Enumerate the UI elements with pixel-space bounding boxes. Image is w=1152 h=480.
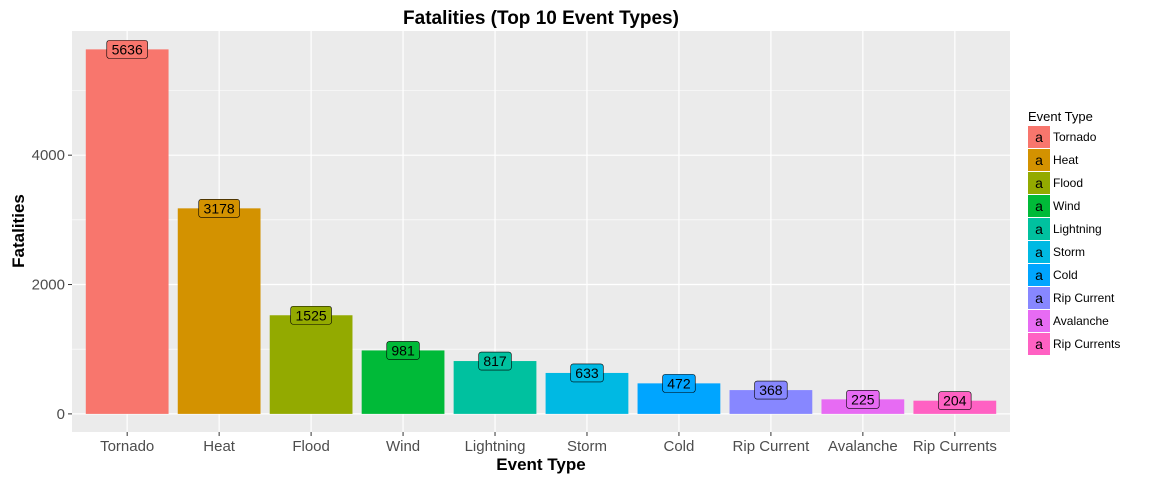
bar (361, 350, 445, 414)
data-label-box (662, 374, 696, 393)
bar (85, 49, 169, 414)
y-axis-title: Fatalities (9, 194, 28, 268)
legend-key (1028, 310, 1050, 332)
bar (729, 390, 813, 414)
legend-label: Cold (1053, 268, 1078, 282)
data-label-box (938, 391, 972, 410)
bar (177, 208, 261, 414)
bars (85, 49, 997, 414)
legend-key-glyph: a (1035, 336, 1043, 352)
legend-key (1028, 241, 1050, 263)
data-label-box (386, 341, 420, 360)
legend-label: Rip Current (1053, 291, 1115, 305)
legend-label: Storm (1053, 245, 1085, 259)
data-label-box (290, 305, 332, 325)
data-label: 472 (667, 375, 691, 391)
data-label-box (754, 380, 788, 400)
legend-key-glyph: a (1035, 221, 1043, 237)
legend-key (1028, 126, 1050, 148)
legend-key (1028, 195, 1050, 217)
legend-key-glyph: a (1035, 152, 1043, 168)
data-label: 225 (851, 391, 875, 407)
x-axis-title: Event Type (496, 455, 585, 474)
legend-key (1028, 333, 1050, 355)
legend-label: Flood (1053, 176, 1083, 190)
chart-title: Fatalities (Top 10 Event Types) (403, 8, 679, 29)
data-label: 368 (759, 382, 783, 398)
x-axis: Tornado Heat Flood Wind Lightning Storm Cold Ri… (100, 432, 997, 455)
legend-key-glyph: a (1035, 267, 1043, 283)
x-tick-label: Rip Currents (913, 438, 997, 455)
legend-label: Wind (1053, 199, 1080, 213)
legend-key (1028, 149, 1050, 171)
data-labels: 5636 3178 1525 981 817 633 472 368 225 204 (106, 40, 972, 410)
legend-key-glyph: a (1035, 290, 1043, 306)
legend-label: Lightning (1053, 222, 1102, 236)
legend-label: Tornado (1053, 130, 1097, 144)
legend-key-glyph: a (1035, 313, 1043, 329)
data-label: 981 (391, 342, 415, 358)
legend-key-glyph: a (1035, 129, 1043, 145)
data-label-box (106, 40, 148, 59)
bar (269, 315, 353, 414)
data-label: 633 (575, 365, 599, 381)
legend-label: Rip Currents (1053, 337, 1120, 351)
legend-key (1028, 287, 1050, 309)
x-tick-label: Rip Current (733, 438, 811, 455)
legend-key (1028, 264, 1050, 286)
data-label: 204 (943, 393, 967, 409)
y-tick-label: 2000 (32, 277, 65, 294)
x-tick-label: Flood (292, 438, 330, 455)
legend-title: Event Type (1028, 109, 1093, 124)
x-tick-label: Tornado (100, 438, 154, 455)
data-label-box (198, 199, 240, 218)
legend-key-glyph: a (1035, 198, 1043, 214)
y-axis: 0 2000 4000 (32, 147, 72, 423)
data-label-box (478, 351, 512, 371)
legend-label: Avalanche (1053, 314, 1109, 328)
legend-key-glyph: a (1035, 175, 1043, 191)
data-label-box (570, 363, 604, 383)
legend-key-glyph: a (1035, 244, 1043, 260)
x-tick-label: Avalanche (828, 438, 898, 455)
x-tick-label: Cold (664, 438, 695, 455)
data-label: 1525 (296, 307, 327, 323)
data-label-box (846, 390, 880, 409)
legend-label: Heat (1053, 153, 1079, 167)
x-tick-label: Wind (386, 438, 420, 455)
y-tick-label: 0 (57, 406, 65, 423)
x-tick-label: Lightning (465, 438, 526, 455)
data-label: 817 (483, 353, 507, 369)
legend-key (1028, 172, 1050, 194)
legend-key (1028, 218, 1050, 240)
y-tick-label: 4000 (32, 147, 65, 164)
x-tick-label: Heat (203, 438, 236, 455)
data-label: 5636 (112, 41, 143, 57)
x-tick-label: Storm (567, 438, 607, 455)
data-label: 3178 (204, 200, 235, 216)
